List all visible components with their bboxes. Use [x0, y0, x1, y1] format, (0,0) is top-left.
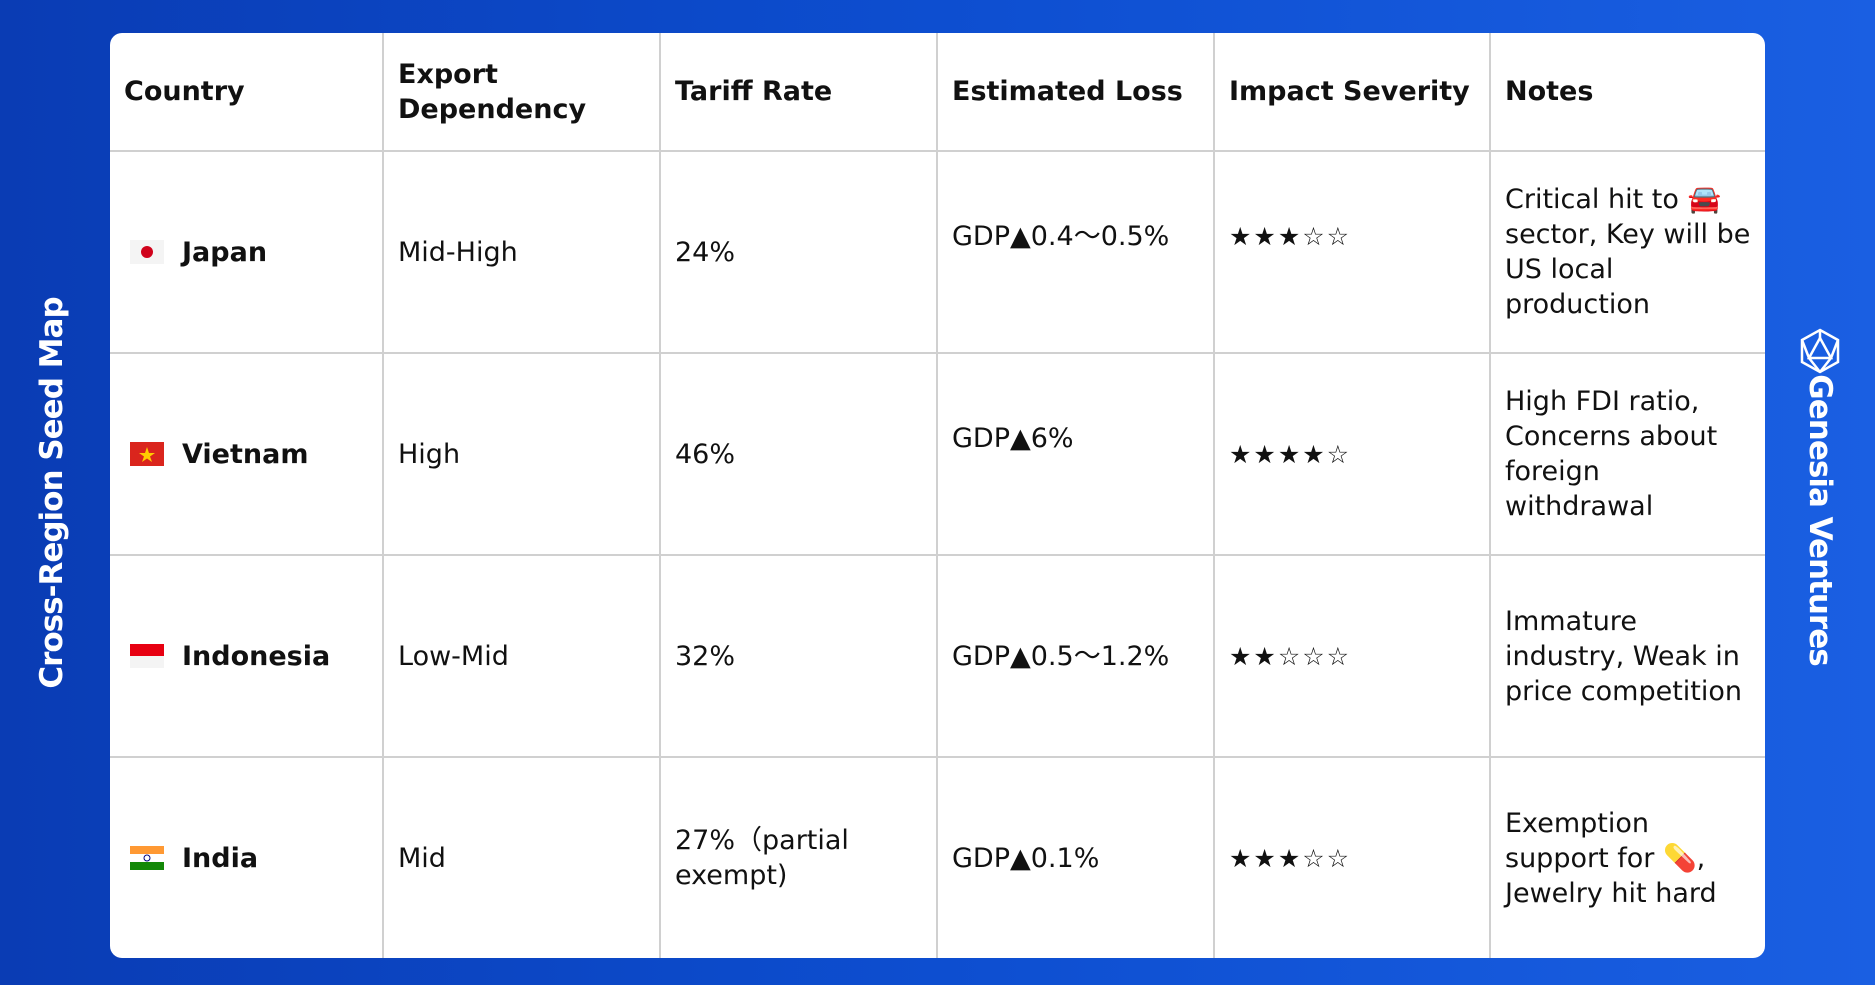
cell: India [110, 756, 384, 958]
loss: GDP▲0.4〜0.5% [952, 220, 1170, 252]
brand-name: Genesia Ventures [1802, 374, 1838, 666]
row: Indonesia Low-Mid 32% GDP▲0.5〜1.2% ★★☆☆☆… [110, 554, 1765, 758]
flag [130, 644, 164, 668]
logo [1800, 328, 1840, 374]
cell: ★★★☆☆ [1213, 150, 1491, 354]
cell: GDP▲0.4〜0.5% [936, 150, 1215, 354]
cell: Mid-High [382, 150, 661, 354]
flag [130, 442, 164, 466]
stars: ★★☆☆☆ [1229, 641, 1352, 671]
cell: Vietnam [110, 352, 384, 556]
tariff-table: Country Export Dependency Tariff Rate Es… [110, 33, 1765, 958]
header: Impact Severity [1213, 33, 1491, 152]
header: Tariff Rate [659, 33, 938, 152]
stars: ★★★★☆ [1229, 439, 1352, 469]
row: Vietnam High 46% GDP▲6% ★★★★☆ High FDI r… [110, 352, 1765, 556]
flag [130, 240, 164, 264]
header: Country [110, 33, 384, 152]
country-name: Japan [182, 236, 268, 268]
country-name: Vietnam [182, 438, 309, 470]
cell: Immature industry, Weak in price competi… [1489, 554, 1765, 758]
row: Japan Mid-High 24% GDP▲0.4〜0.5% ★★★☆☆ Cr… [110, 150, 1765, 354]
header-row: Country Export Dependency Tariff Rate Es… [110, 33, 1765, 152]
stars: ★★★☆☆ [1229, 843, 1352, 873]
loss: GDP▲6% [952, 422, 1074, 454]
country: Japan [124, 235, 368, 270]
cell: ★★★★☆ [1213, 352, 1491, 556]
cell: Mid [382, 756, 661, 958]
country: India [124, 841, 368, 876]
side-title: Cross-Region Seed Map [34, 297, 70, 689]
header: Export Dependency [382, 33, 661, 152]
cell: Low-Mid [382, 554, 661, 758]
cell: 32% [659, 554, 938, 758]
loss: GDP▲0.1% [952, 842, 1100, 874]
cell: Japan [110, 150, 384, 354]
row: India Mid 27%（partial exempt) GDP▲0.1% ★… [110, 756, 1765, 958]
country: Indonesia [124, 639, 368, 674]
cell: 24% [659, 150, 938, 354]
cell: Exemption support for 💊, Jewelry hit har… [1489, 756, 1765, 958]
cell: ★★☆☆☆ [1213, 554, 1491, 758]
cell: 46% [659, 352, 938, 556]
cell: GDP▲0.5〜1.2% [936, 554, 1215, 758]
cell: High [382, 352, 661, 556]
header: Notes [1489, 33, 1765, 152]
cell: GDP▲6% [936, 352, 1215, 556]
country-name: Indonesia [182, 640, 331, 672]
header: Estimated Loss [936, 33, 1215, 152]
cell: High FDI ratio, Concerns about foreign w… [1489, 352, 1765, 556]
cell: GDP▲0.1% [936, 756, 1215, 958]
stars: ★★★☆☆ [1229, 221, 1352, 251]
cell: ★★★☆☆ [1213, 756, 1491, 958]
cell: Indonesia [110, 554, 384, 758]
loss: GDP▲0.5〜1.2% [952, 640, 1170, 672]
country-name: India [182, 842, 259, 874]
cell: Critical hit to 🚘 sector, Key will be US… [1489, 150, 1765, 354]
cell: 27%（partial exempt) [659, 756, 938, 958]
flag [130, 846, 164, 870]
country: Vietnam [124, 437, 368, 472]
